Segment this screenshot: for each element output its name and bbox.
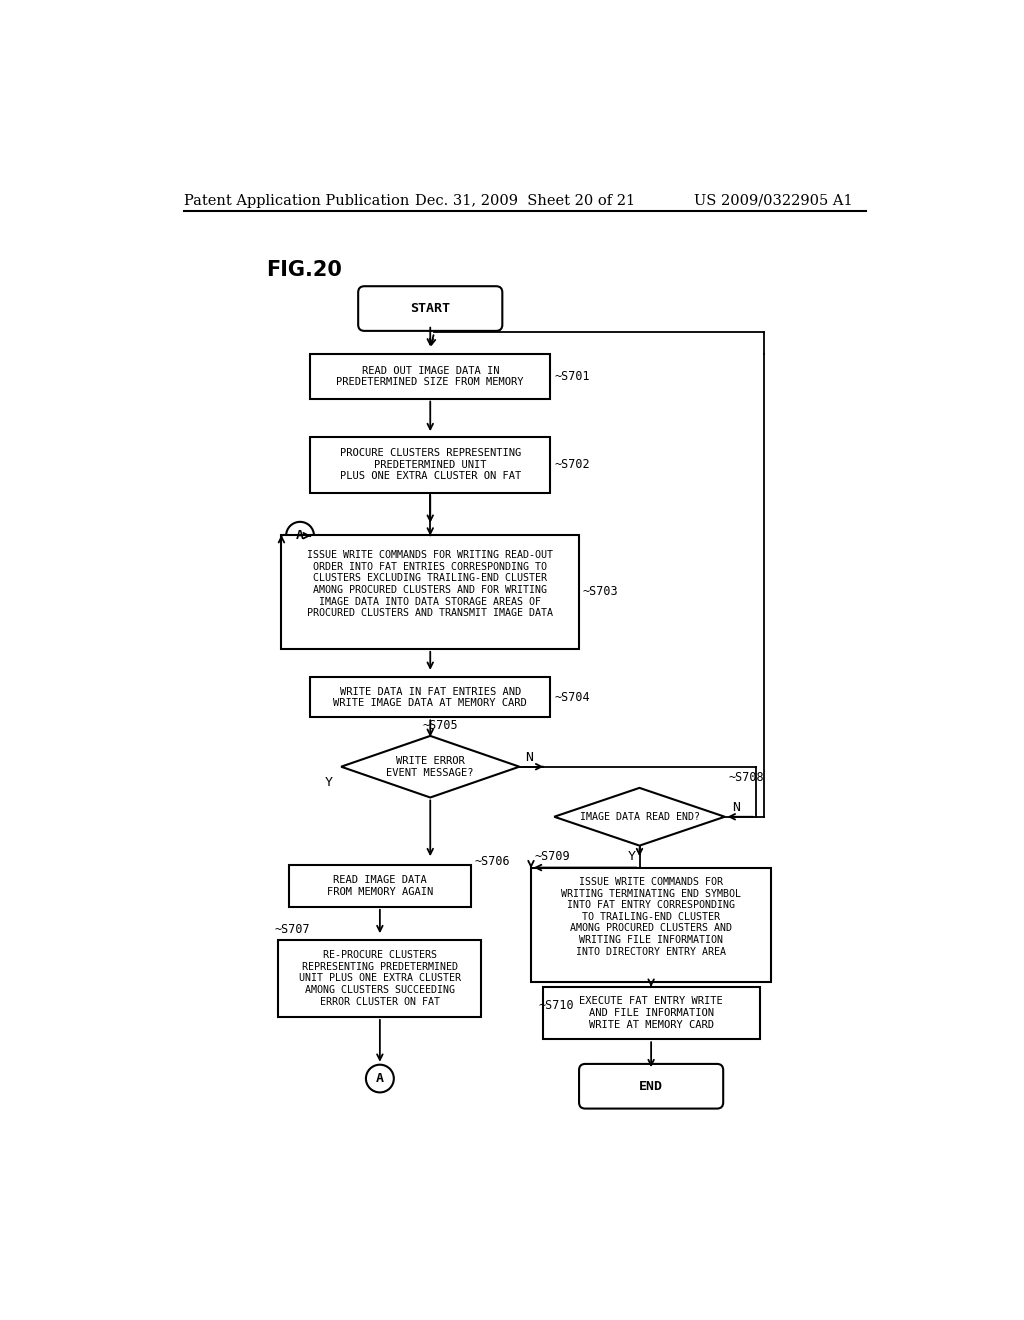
Text: EXECUTE FAT ENTRY WRITE
AND FILE INFORMATION
WRITE AT MEMORY CARD: EXECUTE FAT ENTRY WRITE AND FILE INFORMA…	[580, 997, 723, 1030]
Bar	[310, 677, 550, 718]
Text: ~S705: ~S705	[423, 718, 458, 731]
Text: Y: Y	[325, 776, 333, 788]
Text: WRITE DATA IN FAT ENTRIES AND
WRITE IMAGE DATA AT MEMORY CARD: WRITE DATA IN FAT ENTRIES AND WRITE IMAG…	[334, 686, 527, 709]
Text: ~S710: ~S710	[539, 999, 574, 1012]
Text: IMAGE DATA READ END?: IMAGE DATA READ END?	[580, 812, 699, 822]
Bar	[289, 865, 471, 907]
Text: ~S703: ~S703	[583, 585, 618, 598]
Text: RE-PROCURE CLUSTERS
REPRESENTING PREDETERMINED
UNIT PLUS ONE EXTRA CLUSTER
AMONG: RE-PROCURE CLUSTERS REPRESENTING PREDETE…	[299, 950, 461, 1007]
Text: ~S702: ~S702	[554, 458, 590, 471]
Text: Dec. 31, 2009  Sheet 20 of 21: Dec. 31, 2009 Sheet 20 of 21	[415, 194, 635, 207]
Polygon shape	[341, 737, 519, 797]
Text: ISSUE WRITE COMMANDS FOR
WRITING TERMINATING END SYMBOL
INTO FAT ENTRY CORRESPON: ISSUE WRITE COMMANDS FOR WRITING TERMINA…	[561, 876, 741, 957]
Text: N: N	[524, 751, 532, 764]
Bar	[279, 940, 481, 1016]
Text: READ IMAGE DATA
FROM MEMORY AGAIN: READ IMAGE DATA FROM MEMORY AGAIN	[327, 875, 433, 896]
Text: ~S709: ~S709	[535, 850, 570, 863]
Text: ~S708: ~S708	[729, 771, 764, 784]
Polygon shape	[554, 788, 725, 846]
Bar	[543, 987, 760, 1039]
Text: ~S701: ~S701	[554, 370, 590, 383]
Circle shape	[366, 1065, 394, 1093]
Text: ~S706: ~S706	[474, 855, 510, 869]
Text: Patent Application Publication: Patent Application Publication	[183, 194, 410, 207]
Text: WRITE ERROR
EVENT MESSAGE?: WRITE ERROR EVENT MESSAGE?	[386, 756, 474, 777]
Text: ~S707: ~S707	[274, 923, 310, 936]
Bar	[310, 354, 550, 399]
Bar	[281, 535, 580, 649]
Text: PROCURE CLUSTERS REPRESENTING
PREDETERMINED UNIT
PLUS ONE EXTRA CLUSTER ON FAT: PROCURE CLUSTERS REPRESENTING PREDETERMI…	[340, 449, 521, 482]
Circle shape	[286, 521, 314, 549]
Text: START: START	[411, 302, 451, 315]
Text: ISSUE WRITE COMMANDS FOR WRITING READ-OUT
ORDER INTO FAT ENTRIES CORRESPONDING T: ISSUE WRITE COMMANDS FOR WRITING READ-OU…	[307, 550, 553, 618]
Text: N: N	[732, 801, 740, 814]
FancyBboxPatch shape	[358, 286, 503, 331]
Bar	[310, 437, 550, 492]
Text: FIG.20: FIG.20	[266, 260, 342, 280]
Text: Y: Y	[628, 850, 636, 862]
FancyBboxPatch shape	[579, 1064, 723, 1109]
Text: A: A	[296, 529, 304, 543]
Text: ~S704: ~S704	[554, 690, 590, 704]
Text: END: END	[639, 1080, 664, 1093]
Text: A: A	[376, 1072, 384, 1085]
Bar	[531, 867, 771, 982]
Text: US 2009/0322905 A1: US 2009/0322905 A1	[693, 194, 852, 207]
Text: READ OUT IMAGE DATA IN
PREDETERMINED SIZE FROM MEMORY: READ OUT IMAGE DATA IN PREDETERMINED SIZ…	[337, 366, 524, 387]
